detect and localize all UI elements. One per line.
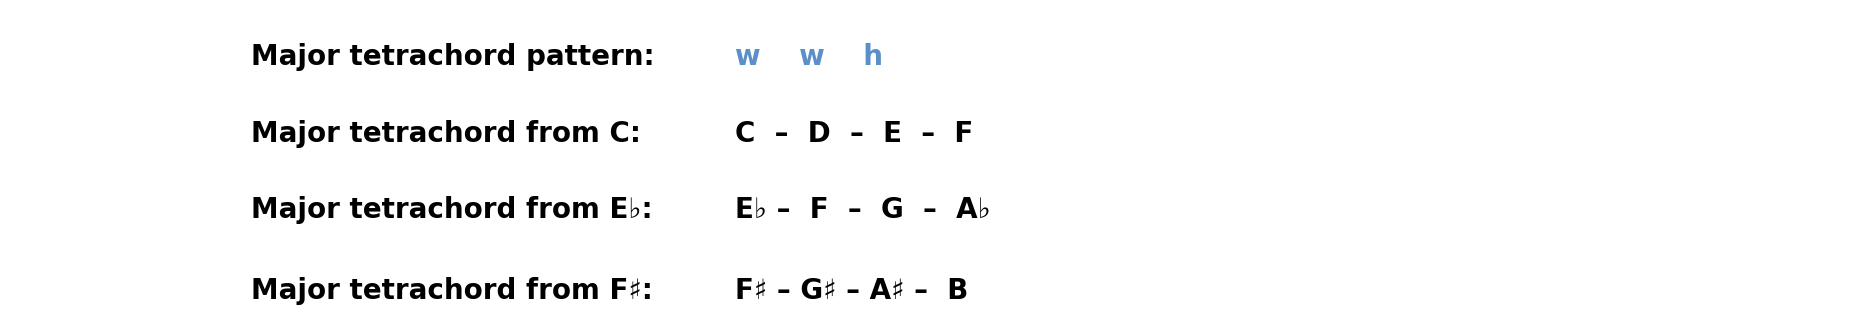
Text: F♯ – G♯ – A♯ –  B: F♯ – G♯ – A♯ – B — [735, 277, 967, 305]
Text: Major tetrachord from C:: Major tetrachord from C: — [251, 120, 642, 148]
Text: Major tetrachord from F♯:: Major tetrachord from F♯: — [251, 277, 653, 305]
Text: C  –  D  –  E  –  F: C – D – E – F — [735, 120, 973, 148]
Text: Major tetrachord from E♭:: Major tetrachord from E♭: — [251, 196, 653, 224]
Text: w    w    h: w w h — [735, 43, 884, 71]
Text: E♭ –  F  –  G  –  A♭: E♭ – F – G – A♭ — [735, 196, 990, 224]
Text: Major tetrachord pattern:: Major tetrachord pattern: — [251, 43, 655, 71]
